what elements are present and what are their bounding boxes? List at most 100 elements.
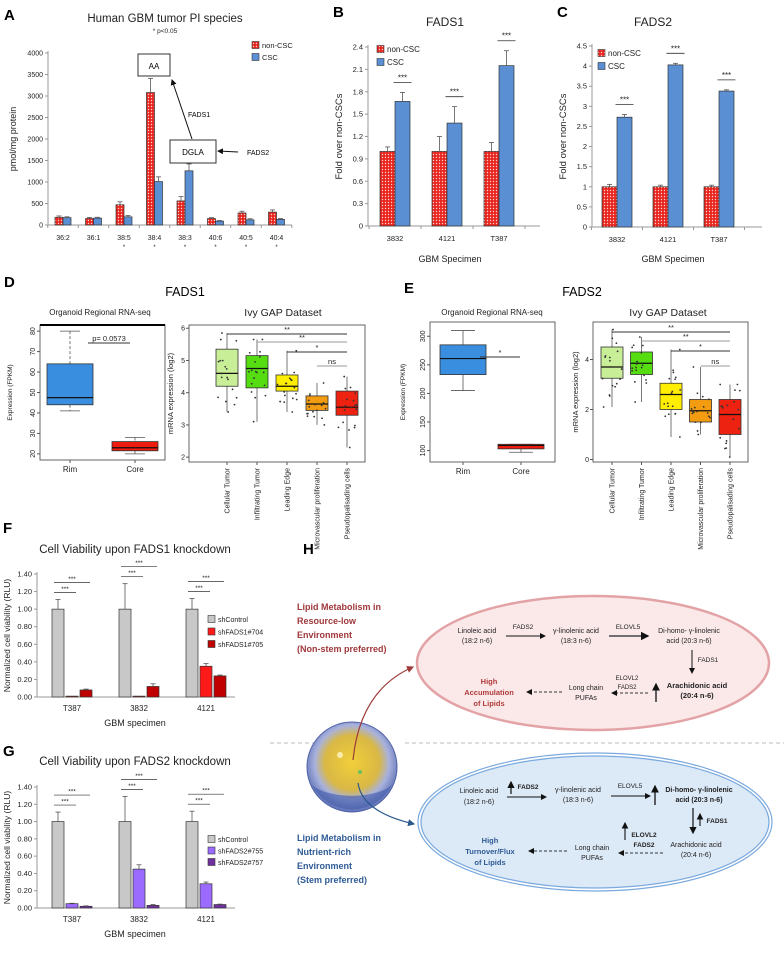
data-point — [632, 344, 635, 347]
data-point — [611, 337, 614, 340]
nutrient-rich-outcome: Turnover/Flux — [465, 847, 515, 856]
elovl2-fads2-label: FADS2 — [617, 685, 637, 691]
significance-label: *** — [68, 576, 76, 583]
y-tick-label: 1 — [583, 182, 587, 191]
y-tick-label: 20 — [30, 450, 37, 458]
box — [600, 346, 624, 379]
data-point — [254, 360, 256, 363]
data-point — [308, 394, 311, 397]
panel-label-a: A — [4, 7, 15, 24]
bar — [237, 212, 247, 226]
data-point — [671, 390, 674, 393]
data-point — [694, 421, 697, 423]
y-tick-label: 0 — [39, 223, 43, 230]
data-point — [709, 416, 711, 419]
y-axis-label: Normalized cell viability (RLU) — [2, 579, 12, 693]
elovl5-enzyme-label: ELOVL5 — [616, 624, 641, 631]
data-point — [695, 410, 698, 413]
data-point — [678, 348, 681, 351]
significance-label: ** — [284, 325, 290, 334]
data-point — [219, 359, 222, 362]
nutrient-rich-arrow — [357, 782, 416, 827]
gla-label: γ-linolenic acid — [553, 628, 599, 635]
data-point — [692, 366, 695, 368]
x-tick-label: T387 — [710, 235, 727, 244]
legend-label: non-CSC — [387, 45, 420, 54]
data-point — [217, 360, 220, 363]
resource-low-heading: Environment — [297, 630, 352, 640]
legend-swatch — [376, 45, 385, 53]
significance-label: *** — [202, 788, 210, 795]
y-tick-label: 2 — [583, 142, 587, 151]
data-point — [226, 376, 229, 379]
significance-label: *** — [671, 44, 680, 53]
linoleic-acid-label: (18:2 n-6) — [464, 799, 494, 806]
data-point — [293, 371, 296, 374]
y-tick-label: 2000 — [27, 137, 43, 144]
y-axis-label: Expression (FPKM) — [400, 364, 407, 420]
y-tick-label: 2500 — [27, 115, 43, 122]
data-point — [353, 424, 356, 427]
data-point — [733, 400, 736, 403]
data-point — [601, 377, 604, 380]
x-tick-label: 38:4 — [148, 235, 162, 242]
y-tick-label: 250 — [420, 359, 427, 371]
box — [335, 390, 359, 416]
bar — [498, 65, 515, 227]
data-point — [337, 426, 340, 429]
data-point — [250, 391, 253, 393]
x-tick-label: Microvascular proliferation — [315, 468, 322, 550]
gla-label: (18:3 n-6) — [561, 638, 591, 645]
aa-box — [137, 53, 171, 77]
nutrient-rich-heading: Nutrient-rich — [297, 847, 351, 857]
x-axis-label: GBM specimen — [104, 929, 166, 939]
panel-label-g: G — [3, 743, 15, 760]
arachidonic-acid-label: (20:4 n-6) — [681, 852, 711, 859]
data-point — [615, 342, 618, 344]
x-tick-label: 3832 — [130, 915, 148, 924]
pufa-label: PUFAs — [581, 855, 603, 862]
nutrient-rich-ellipse-outer — [417, 752, 773, 892]
bar — [51, 608, 65, 698]
resource-low-heading: Lipid Metabolism in — [297, 602, 381, 612]
data-point — [306, 415, 309, 418]
bar — [51, 821, 65, 909]
legend-label: shFADS1#704 — [218, 630, 263, 637]
data-point — [701, 395, 704, 398]
legend-label: CSC — [262, 53, 278, 62]
data-point — [674, 378, 677, 381]
data-point — [691, 410, 694, 413]
plot-frame — [188, 324, 366, 463]
gla-label: γ-linolenic acid — [555, 787, 601, 794]
panel-label-f: F — [3, 520, 12, 537]
bar — [154, 181, 163, 226]
arachidonic-acid-label: (20:4 n-6) — [680, 691, 714, 700]
data-point — [641, 364, 644, 367]
data-point — [322, 401, 325, 404]
bar — [199, 665, 213, 698]
data-point — [295, 349, 298, 352]
data-point — [635, 369, 638, 372]
x-tick-label: Infiltrating Tumor — [255, 467, 262, 520]
y-tick-label: 100 — [420, 445, 427, 457]
bar — [79, 689, 93, 698]
data-point — [254, 396, 257, 399]
y-tick-label: 4.5 — [577, 42, 587, 51]
y-tick-label: 0.5 — [577, 202, 587, 211]
data-point — [225, 367, 228, 370]
data-point — [697, 433, 700, 436]
legend-swatch — [597, 49, 606, 57]
significance-mark: * — [214, 245, 217, 251]
data-point — [250, 369, 253, 372]
y-tick-label: 1500 — [27, 158, 43, 165]
aa-box-label: AA — [149, 62, 160, 71]
bar — [703, 186, 720, 228]
plot-frame — [429, 321, 556, 463]
nutrient-rich-outcome: High — [482, 836, 499, 845]
bar — [65, 903, 79, 909]
data-point — [640, 351, 643, 354]
x-tick-label: Microvascular proliferation — [698, 468, 705, 550]
x-tick-label: Pseudopalisading cells — [345, 468, 352, 540]
significance-label: *** — [620, 95, 629, 104]
data-point — [224, 400, 227, 403]
